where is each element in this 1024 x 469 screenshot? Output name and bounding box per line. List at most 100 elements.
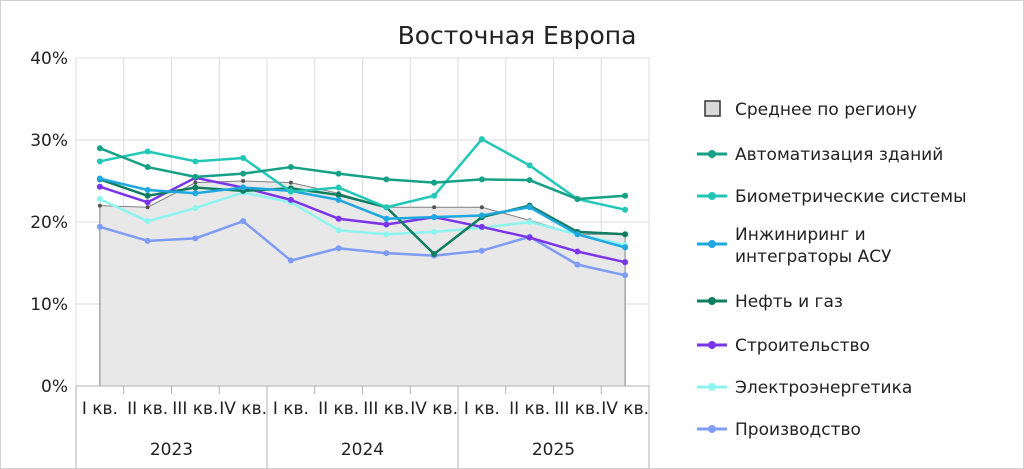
y-tick-label: 40%: [30, 49, 68, 69]
series-line: [99, 219, 626, 277]
data-point: [240, 218, 247, 225]
data-point: [383, 250, 390, 257]
data-point: [192, 190, 199, 197]
data-point: [478, 176, 485, 183]
x-tick-label: II кв.: [509, 399, 550, 419]
legend-label: Автоматизация зданий: [735, 145, 943, 165]
series-line: [99, 178, 626, 256]
data-point: [431, 179, 438, 186]
data-point: [478, 223, 485, 230]
chart-title: Восточная Европа: [398, 21, 637, 50]
data-point: [478, 247, 485, 254]
x-tick-label: IV кв.: [410, 399, 458, 419]
data-point: [335, 245, 342, 252]
legend-label: Биометрические системы: [735, 187, 967, 207]
x-tick-label: III кв.: [554, 399, 600, 419]
data-point: [479, 205, 484, 210]
year-label: 2025: [532, 440, 575, 460]
data-point: [96, 175, 103, 182]
legend-label: Производство: [735, 420, 861, 440]
data-point: [287, 257, 294, 264]
data-point: [144, 187, 151, 194]
series-3: [96, 175, 629, 251]
data-point: [335, 196, 342, 203]
x-tick-label: IV кв.: [601, 399, 649, 419]
series-line: [99, 191, 626, 247]
data-point: [288, 180, 293, 185]
data-point: [241, 179, 246, 183]
data-point: [383, 204, 390, 211]
data-point: [240, 170, 247, 177]
data-point: [240, 155, 247, 162]
x-tick-label: I кв.: [273, 399, 309, 419]
data-point: [192, 184, 199, 191]
y-tick-label: 0%: [41, 377, 68, 397]
data-point: [431, 192, 438, 199]
x-tick-label: III кв.: [172, 399, 218, 419]
data-point: [431, 214, 438, 221]
data-point: [432, 205, 437, 210]
data-point: [383, 176, 390, 183]
legend: Среднее по региону Автоматизация зданий Би…: [697, 100, 967, 440]
data-point: [431, 228, 438, 235]
legend-marker: [708, 383, 716, 391]
data-point: [144, 237, 151, 244]
data-point: [96, 183, 103, 190]
data-point: [622, 244, 629, 251]
legend-item-4: Нефть и газ: [697, 292, 843, 312]
area-fill: [99, 181, 626, 386]
data-point: [144, 199, 151, 206]
series-line: [99, 177, 626, 249]
x-tick-label: II кв.: [318, 399, 359, 419]
legend-swatch: [704, 100, 721, 117]
legend-label: Инжиниринг и интеграторы АСУ: [735, 225, 892, 267]
year-label: 2023: [150, 440, 193, 460]
data-point: [526, 234, 533, 241]
data-point: [622, 259, 629, 266]
data-point: [192, 205, 199, 212]
legend-marker: [708, 425, 716, 433]
series-2: [96, 136, 629, 213]
data-point: [622, 231, 629, 238]
axes: 0%10%20%30%40%I кв. II кв. III кв. IV кв. I …: [30, 49, 650, 468]
data-point: [192, 158, 199, 165]
data-point: [622, 206, 629, 213]
data-point: [287, 164, 294, 171]
data-point: [144, 164, 151, 171]
legend-item-2: Биометрические системы: [697, 187, 967, 207]
data-point: [287, 188, 294, 195]
legend-marker: [708, 240, 716, 248]
data-point: [144, 218, 151, 225]
legend-marker: [708, 341, 716, 349]
legend-item-5: Строительство: [697, 336, 870, 356]
data-point: [574, 196, 581, 203]
data-point: [383, 231, 390, 238]
data-point: [574, 248, 581, 255]
series-line: [99, 176, 626, 264]
legend-label: Электроэнергетика: [735, 378, 912, 398]
data-point: [96, 196, 103, 203]
x-tick-label: I кв.: [82, 399, 118, 419]
data-point: [383, 221, 390, 228]
data-point: [192, 173, 199, 180]
data-point: [144, 192, 151, 199]
data-point: [478, 212, 485, 219]
data-point: [622, 192, 629, 199]
data-point: [574, 231, 581, 238]
series-line: [99, 137, 626, 211]
y-tick-label: 30%: [30, 131, 68, 151]
data-point: [335, 227, 342, 234]
x-tick-label: IV кв.: [219, 399, 267, 419]
legend-marker: [708, 150, 716, 158]
data-point: [287, 196, 294, 203]
series-1: [96, 145, 629, 203]
data-point: [240, 184, 247, 191]
data-point: [335, 191, 342, 198]
data-point: [144, 148, 151, 155]
plot-area: [96, 136, 629, 386]
data-point: [526, 204, 533, 211]
data-point: [335, 170, 342, 177]
data-point: [145, 205, 150, 210]
